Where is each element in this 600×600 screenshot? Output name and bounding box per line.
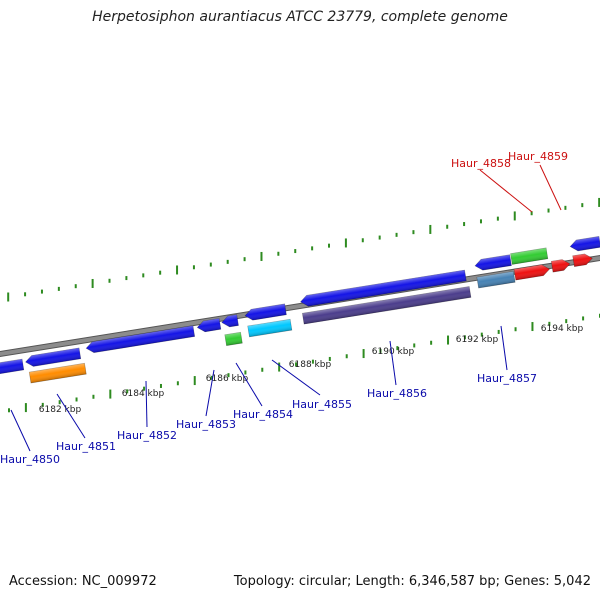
gene-label-text: Haur_4853	[176, 418, 236, 431]
gene-label[interactable]: Haur_4855	[271, 359, 352, 411]
gene-features	[0, 236, 600, 384]
gene-label-text: Haur_4859	[508, 150, 568, 163]
gene-arrow	[474, 254, 512, 271]
gene-label[interactable]: Haur_4852	[117, 380, 177, 442]
gene-arrow	[196, 318, 222, 333]
gene-arrow	[513, 264, 550, 281]
tick-marks	[7, 197, 600, 413]
tick-label: 6188 kbp	[289, 360, 332, 370]
leader-line	[10, 409, 31, 452]
leader-line	[539, 164, 562, 211]
gene-arrow	[476, 271, 516, 289]
leader-line	[500, 325, 508, 371]
tick-labels: 6182 kbp 6184 kbp 6186 kbp 6188 kbp 6190 kbp…	[39, 324, 584, 415]
gene-label-text: Haur_4851	[56, 440, 116, 453]
gene-label[interactable]: Haur_4851	[56, 393, 116, 453]
gene-label[interactable]: Haur_4850	[0, 409, 60, 466]
gene-arrow	[300, 269, 467, 307]
leader-line	[145, 380, 148, 428]
leader-line	[271, 359, 321, 396]
gene-arrow	[221, 314, 239, 328]
leader-line	[235, 362, 263, 407]
gene-label[interactable]: Haur_4854	[233, 362, 293, 421]
gene-labels: Haur_4850Haur_4851Haur_4852Haur_4853Haur…	[0, 150, 568, 466]
tick-label: 6184 kbp	[122, 389, 165, 399]
genome-backbone	[0, 254, 600, 358]
gene-arrow	[25, 347, 82, 367]
gene-label[interactable]: Haur_4857	[477, 325, 537, 385]
leader-line	[479, 169, 533, 213]
tick-label: 6192 kbp	[456, 335, 499, 345]
gene-arrow	[244, 303, 287, 321]
leader-line	[56, 393, 86, 439]
gene-label-text: Haur_4857	[477, 372, 537, 385]
leader-line	[205, 369, 215, 417]
gene-label-text: Haur_4852	[117, 429, 177, 442]
gene-label[interactable]: Haur_4856	[367, 340, 427, 400]
tick-label: 6194 kbp	[541, 324, 584, 334]
gene-label-text: Haur_4850	[0, 453, 60, 466]
tick-label: 6182 kbp	[39, 405, 82, 415]
gene-arrow	[572, 253, 593, 267]
gene-arrow	[510, 247, 549, 265]
gene-label[interactable]: Haur_4853	[176, 369, 236, 431]
tick-label: 6186 kbp	[206, 374, 249, 384]
tick-label: 6190 kbp	[372, 347, 415, 357]
leader-line	[389, 340, 397, 386]
gene-arrow	[569, 236, 600, 252]
gene-arrow	[0, 358, 25, 376]
gene-label-text: Haur_4855	[292, 398, 352, 411]
map-title: Herpetosiphon aurantiacus ATCC 23779, co…	[92, 9, 508, 25]
gene-label-text: Haur_4858	[451, 157, 511, 170]
gene-arrow	[302, 286, 472, 325]
genome-stats-text: Topology: circular; Length: 6,346,587 bp…	[233, 574, 591, 589]
gene-arrow	[85, 325, 196, 353]
gene-label[interactable]: Haur_4858	[451, 157, 533, 213]
accession-text: Accession: NC_009972	[9, 574, 157, 589]
gene-label-text: Haur_4856	[367, 387, 427, 400]
gene-arrow	[224, 331, 243, 346]
gene-arrow	[550, 259, 571, 273]
gene-label-text: Haur_4854	[233, 408, 293, 421]
gene-label[interactable]: Haur_4859	[508, 150, 568, 211]
gene-arrow	[247, 318, 293, 338]
gene-arrow	[28, 362, 87, 384]
backbone-line	[0, 255, 600, 357]
